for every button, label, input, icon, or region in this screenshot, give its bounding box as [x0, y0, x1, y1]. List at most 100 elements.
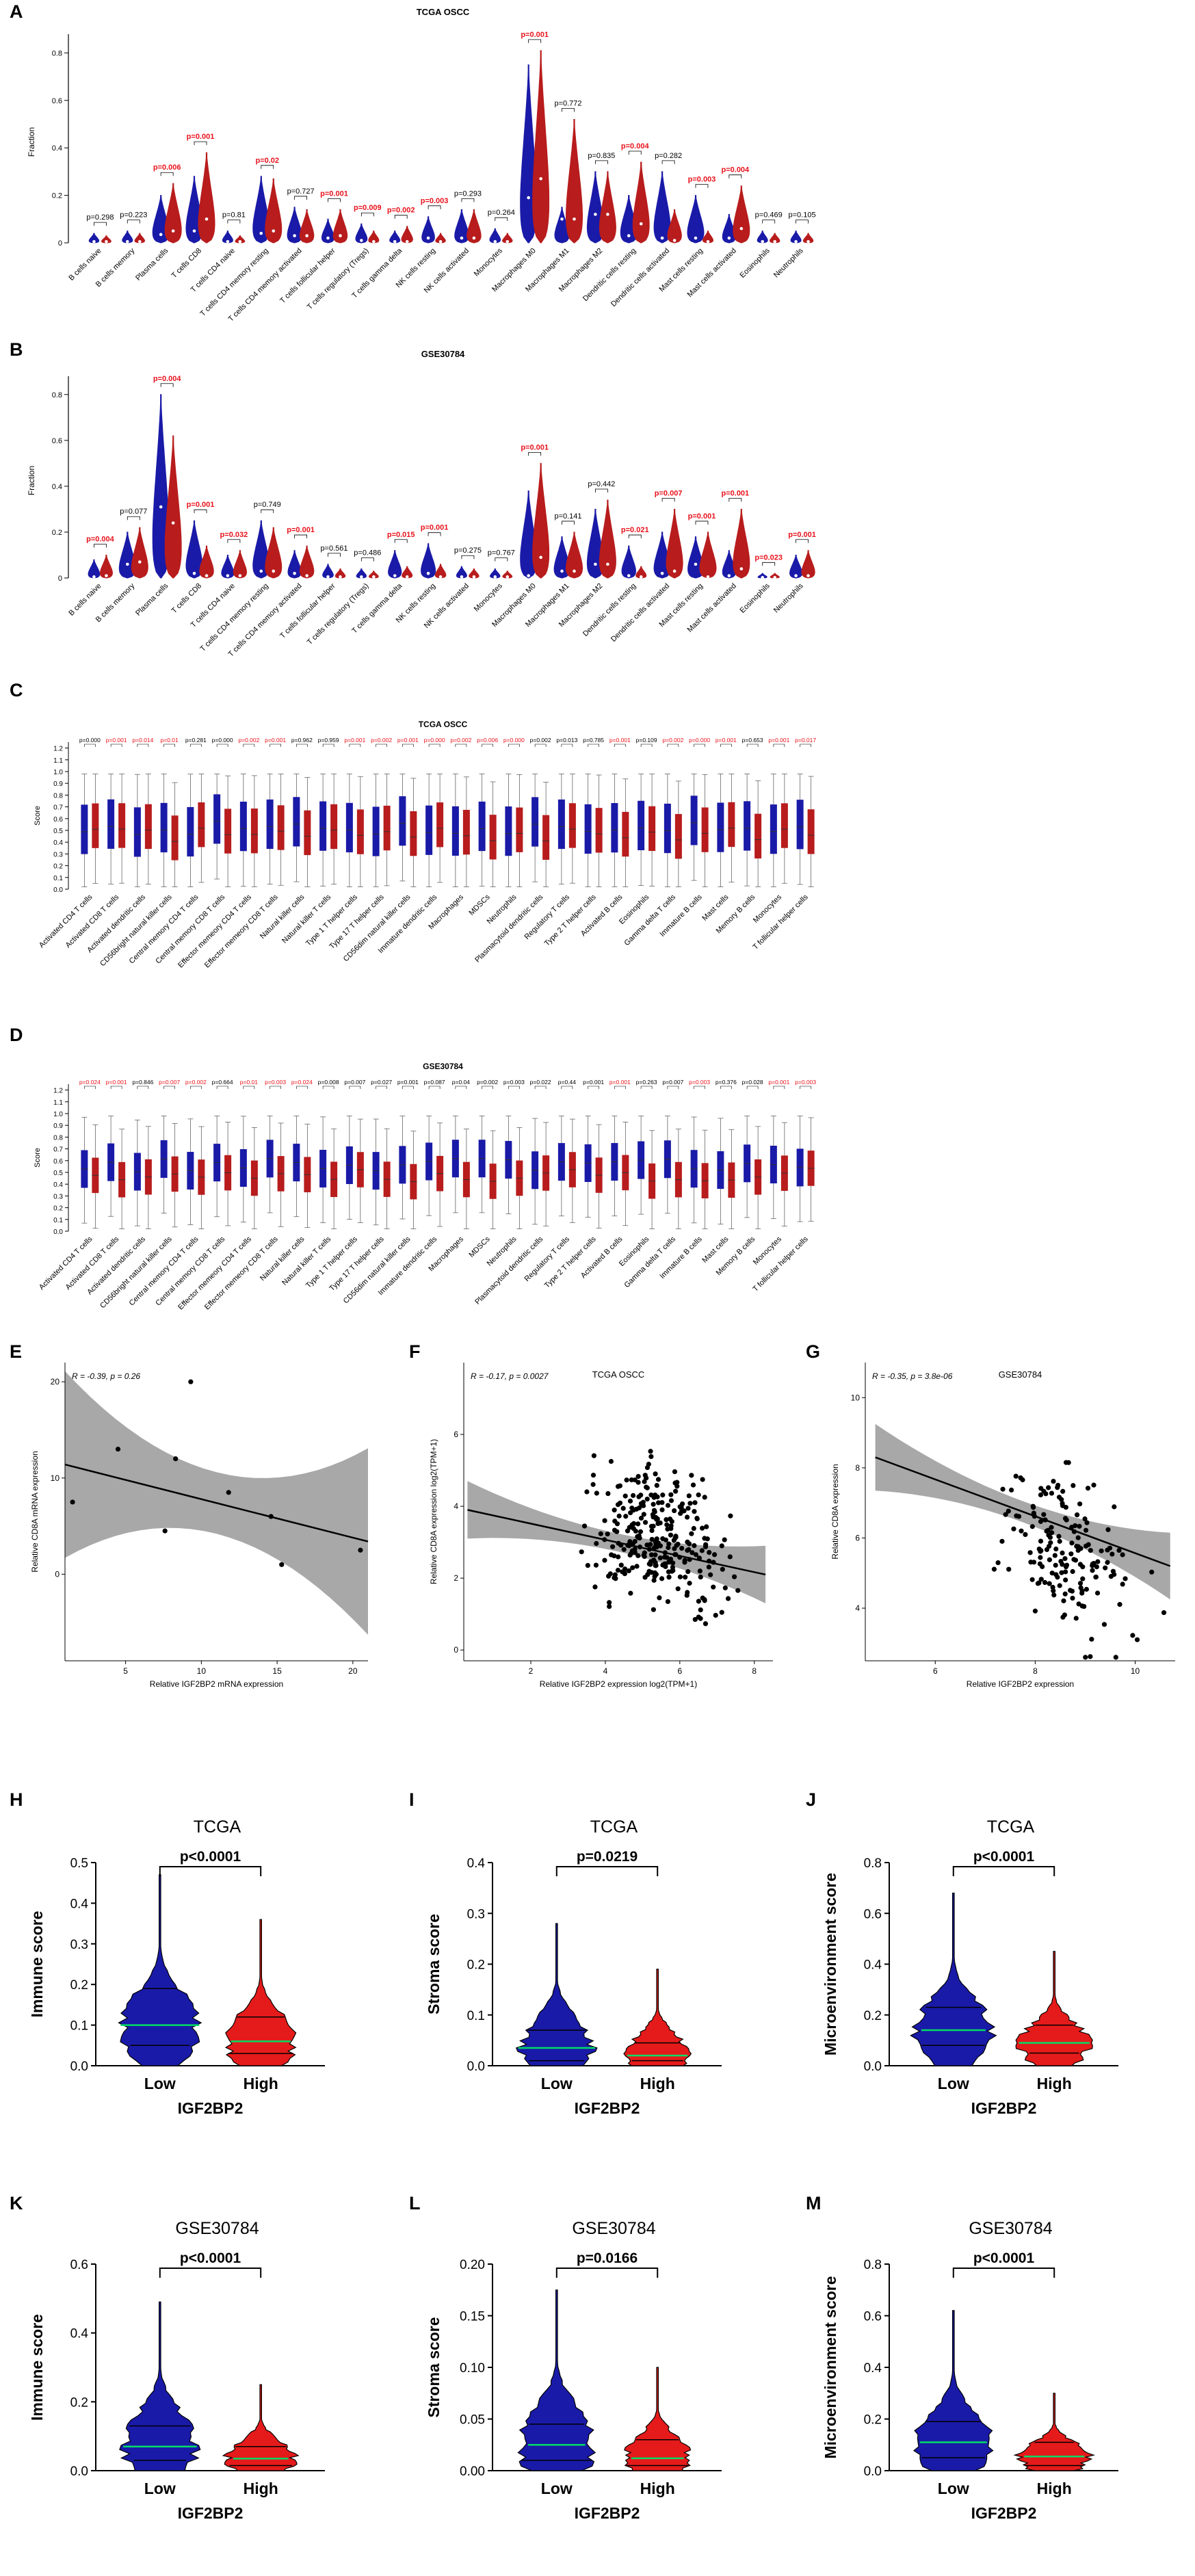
x-tick-label: High: [640, 2480, 675, 2497]
median-high: [505, 239, 510, 244]
x-tick-label: Gamma delta T cells: [622, 893, 677, 947]
x-tick-label: High: [1037, 2480, 1072, 2497]
p-value-label: p=0.003: [795, 1079, 816, 1086]
y-tick-label: 0.2: [70, 2395, 88, 2410]
x-tick-label: Low: [144, 2480, 176, 2497]
scatter-point: [616, 1513, 622, 1519]
scatter-point: [585, 1562, 590, 1568]
box-low: [372, 806, 380, 856]
p-value-label: p=0.846: [132, 1079, 153, 1086]
y-tick-label: 1.2: [53, 1088, 63, 1095]
scatter-point: [653, 1552, 658, 1558]
violin-high: [435, 233, 446, 244]
median-low: [159, 233, 163, 237]
scatter-point: [664, 1517, 669, 1523]
box-low: [584, 804, 592, 854]
median-high: [105, 574, 108, 577]
x-tick-label: B cells naive: [67, 247, 103, 282]
violin-high: [632, 161, 650, 244]
y-axis-label: Stroma score: [425, 2317, 443, 2417]
scatter-point: [593, 1562, 599, 1568]
p-value-label: p=0.298: [86, 213, 114, 222]
scatter-point: [1077, 1562, 1084, 1567]
median-low: [761, 576, 765, 579]
median-high: [171, 521, 175, 525]
scatter-point: [609, 1544, 616, 1549]
scatter-point: [678, 1510, 683, 1516]
median-high: [606, 213, 609, 216]
scatter-point: [621, 1570, 627, 1575]
p-value-label: p=0.727: [287, 187, 315, 196]
box-high: [489, 815, 497, 860]
scatter-point: [1088, 1654, 1093, 1659]
sig-bracket: [137, 744, 149, 747]
violin-high: [1013, 2393, 1096, 2471]
y-axis-label: Fraction: [27, 127, 36, 157]
p-value-label: p=0.001: [715, 737, 737, 744]
scatter-point: [1083, 1543, 1089, 1549]
scatter-point: [677, 1574, 683, 1579]
scatter-point: [702, 1495, 707, 1500]
scatter-point: [697, 1568, 702, 1574]
p-value-label: p=0.003: [265, 1079, 286, 1086]
p-value-label: p=0.017: [795, 737, 816, 744]
box-low: [213, 794, 221, 844]
p-value-label: p=0.785: [583, 737, 604, 744]
scatter-point: [1035, 1581, 1040, 1586]
p-value-label: p=0.014: [132, 737, 153, 744]
scatter-point: [1094, 1564, 1099, 1570]
x-tick-label: Low: [938, 2075, 969, 2092]
scatter-point: [702, 1536, 707, 1541]
y-tick-label: 0.6: [70, 2258, 88, 2272]
sig-bracket: [555, 1866, 659, 1876]
scatter-point: [635, 1521, 641, 1527]
p-value-label: p=0.006: [477, 737, 498, 744]
x-tick-label: Neutrophils: [772, 581, 805, 614]
scatter-point: [1077, 1523, 1082, 1529]
scatter-point: [628, 1590, 633, 1596]
sig-bracket: [328, 553, 341, 557]
y-tick-label: 0.8: [52, 391, 62, 399]
sig-bracket: [84, 1086, 96, 1089]
sig-bracket: [137, 1086, 149, 1089]
y-tick-label: 0.2: [864, 2009, 882, 2023]
p-value-label: p=0.767: [488, 549, 515, 557]
sig-bracket: [190, 1086, 202, 1089]
scatter-point: [668, 1498, 674, 1503]
box-high: [224, 809, 232, 854]
box-low: [505, 806, 512, 856]
sig-bracket: [528, 451, 542, 456]
median-low: [560, 569, 564, 573]
violin-high: [699, 531, 717, 579]
sig-bracket: [84, 744, 96, 747]
violin-low: [421, 216, 435, 244]
scatter-point: [668, 1556, 674, 1562]
x-tick-label: Neutrophils: [772, 246, 805, 279]
box-low: [451, 806, 459, 856]
p-value-label: p=0.263: [636, 1079, 657, 1086]
sig-bracket: [349, 744, 361, 747]
sig-bracket: [428, 744, 441, 747]
x-tick-label: Regulatory T cells: [523, 893, 572, 941]
sig-bracket: [455, 1086, 467, 1089]
median-low: [226, 574, 230, 577]
box-low: [160, 802, 168, 853]
sig-bracket: [746, 744, 759, 747]
scatter-point: [615, 1568, 621, 1573]
p-value-label: p=0.003: [421, 197, 449, 205]
p-value-label: p=0.022: [530, 1079, 551, 1086]
scatter-point: [719, 1543, 724, 1549]
x-tick-label: Natural killer cells: [259, 1235, 306, 1283]
scatter-point: [623, 1514, 629, 1519]
violin-high: [623, 1969, 692, 2066]
box-high: [807, 809, 815, 854]
box-high: [330, 804, 338, 850]
x-tick-label: Regulatory T cells: [523, 1235, 572, 1283]
box-low: [531, 797, 539, 847]
scatter-point: [672, 1508, 677, 1514]
violin-high: [702, 231, 713, 244]
median-low: [393, 574, 397, 577]
y-tick-label: 0.4: [52, 144, 62, 153]
sig-bracket: [110, 744, 122, 747]
violin-low: [88, 559, 101, 579]
